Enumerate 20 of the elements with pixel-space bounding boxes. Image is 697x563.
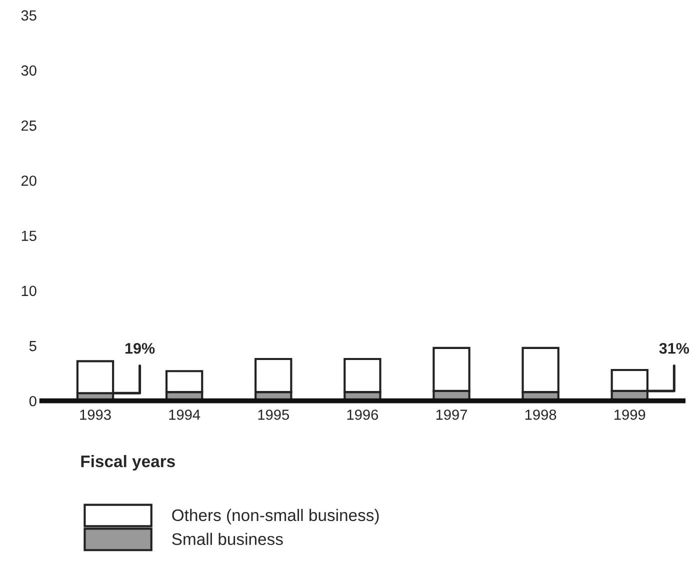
x-tick-label: 1994 [169, 410, 200, 420]
y-tick-label: 10 [22, 286, 36, 296]
legend-label: Small business [172, 532, 283, 546]
x-tick-label: 1999 [614, 410, 646, 420]
y-tick-label: 15 [22, 230, 36, 242]
legend-label: Others (non-small business) [172, 508, 379, 524]
x-tick-label: 1995 [258, 410, 289, 420]
x-axis-title: Fiscal years [81, 455, 175, 471]
y-tick-label: 0 [29, 396, 36, 406]
x-tick-label: 1997 [436, 410, 467, 420]
x-tick-label: 1998 [525, 410, 556, 420]
x-tick-label: 1996 [347, 410, 378, 420]
y-tick-label: 35 [21, 10, 36, 21]
y-tick-label: 5 [29, 341, 36, 352]
y-tick-label: 30 [21, 65, 36, 76]
annotation: 31% [659, 342, 690, 354]
annotation: 19% [125, 342, 155, 354]
y-tick-label: 20 [21, 176, 36, 186]
y-tick-label: 25 [21, 120, 36, 131]
x-tick-label: 1993 [80, 410, 111, 420]
